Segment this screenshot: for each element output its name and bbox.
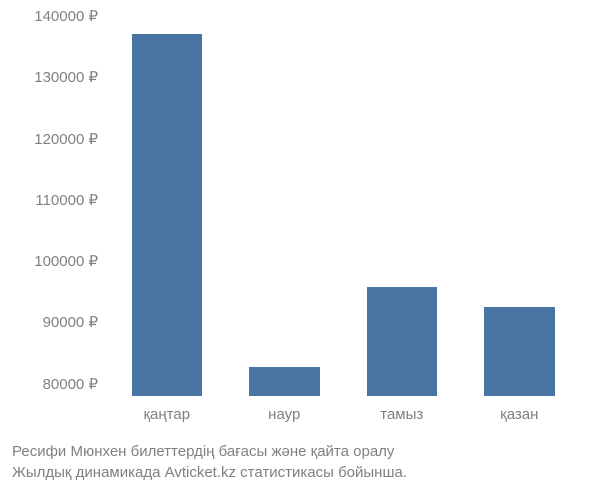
caption-line: Ресифи Мюнхен билеттердің бағасы және қа… bbox=[12, 441, 407, 462]
y-tick-label: 110000 ₽ bbox=[16, 191, 98, 209]
y-tick-label: 100000 ₽ bbox=[16, 252, 98, 270]
y-tick-label: 130000 ₽ bbox=[16, 68, 98, 86]
y-tick-label: 140000 ₽ bbox=[16, 7, 98, 25]
y-tick-label: 120000 ₽ bbox=[16, 130, 98, 148]
plot-area: 80000 ₽90000 ₽100000 ₽110000 ₽120000 ₽13… bbox=[108, 16, 578, 396]
bar bbox=[367, 287, 438, 396]
x-tick-label: қаңтар bbox=[143, 406, 190, 423]
bar bbox=[132, 34, 203, 396]
caption-line: Жылдық динамикада Avticket.kz статистика… bbox=[12, 462, 407, 483]
x-tick-label: наур bbox=[268, 406, 300, 423]
bar bbox=[484, 307, 555, 396]
price-bar-chart: 80000 ₽90000 ₽100000 ₽110000 ₽120000 ₽13… bbox=[108, 16, 578, 396]
y-tick-label: 80000 ₽ bbox=[16, 375, 98, 393]
bar bbox=[249, 367, 320, 396]
y-tick-label: 90000 ₽ bbox=[16, 313, 98, 331]
x-tick-label: тамыз bbox=[380, 406, 423, 423]
chart-caption: Ресифи Мюнхен билеттердің бағасы және қа… bbox=[12, 441, 407, 483]
x-tick-label: қазан bbox=[500, 406, 538, 423]
